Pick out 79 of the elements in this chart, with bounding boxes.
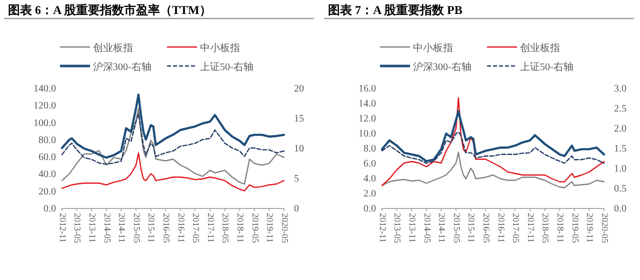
x-tick-label: 2017-11 bbox=[206, 213, 216, 243]
line-series bbox=[61, 113, 285, 165]
y-tick-label: 4.0 bbox=[364, 174, 376, 184]
x-tick-label: 2015-05 bbox=[132, 213, 142, 244]
x-tick-label: 2016-11 bbox=[176, 213, 186, 243]
x-tick-label: 2014-11 bbox=[117, 213, 128, 243]
x-tick-label: 2016-11 bbox=[496, 213, 506, 243]
y2-tick-label: 20 bbox=[294, 84, 304, 94]
x-tick-label: 2013-11 bbox=[408, 213, 418, 243]
y2-tick-label: 15 bbox=[294, 114, 304, 124]
x-tick-label: 2019-05 bbox=[250, 213, 260, 244]
y2-tick-label: 2.5 bbox=[614, 104, 626, 114]
line-series bbox=[60, 94, 286, 159]
x-tick-label: 2012-11 bbox=[378, 213, 388, 243]
x-tick-label: 2018-05 bbox=[540, 213, 551, 244]
legend-label: 中小板指 bbox=[200, 42, 240, 54]
x-tick-label: 2014-05 bbox=[102, 213, 112, 244]
y-tick-label: 8.0 bbox=[364, 144, 376, 154]
x-tick-label: 2017-11 bbox=[526, 213, 536, 243]
x-tick-label: 2017-05 bbox=[511, 213, 522, 244]
chart-title: 图表 6：A 股重要指数市盈率（TTM） bbox=[8, 3, 212, 17]
x-tick-label: 2019-11 bbox=[585, 213, 596, 243]
line-series bbox=[380, 110, 606, 162]
x-tick-label: 2014-05 bbox=[422, 213, 432, 244]
y2-tick-label: 1.0 bbox=[614, 164, 626, 174]
legend-label: 上证50-右轴 bbox=[520, 61, 574, 73]
x-tick-label: 2012-11 bbox=[58, 213, 68, 243]
y-tick-label: 14.0 bbox=[358, 98, 376, 110]
y2-tick-label: 10 bbox=[294, 144, 304, 154]
legend-label: 沪深300-右轴 bbox=[93, 61, 152, 73]
x-tick-label: 2013-11 bbox=[88, 213, 98, 243]
y-tick-label: 0.0 bbox=[364, 204, 376, 214]
y-tick-label: 140.0 bbox=[34, 84, 56, 94]
y2-tick-label: 2.0 bbox=[614, 124, 626, 134]
x-tick-label: 2020-05 bbox=[280, 213, 290, 244]
x-tick-label: 2020-05 bbox=[600, 213, 610, 244]
line-series bbox=[381, 152, 605, 188]
y-tick-label: 0.0 bbox=[44, 204, 56, 214]
x-tick-label: 2016-05 bbox=[162, 213, 172, 244]
x-tick-label: 2019-11 bbox=[265, 213, 276, 243]
x-tick-label: 2018-05 bbox=[220, 213, 231, 244]
y-tick-label: 2.0 bbox=[364, 188, 376, 200]
x-tick-label: 2015-05 bbox=[452, 213, 462, 244]
y2-tick-label: 1.5 bbox=[614, 144, 626, 154]
y2-tick-label: 0 bbox=[294, 204, 299, 214]
legend-label: 沪深300-右轴 bbox=[413, 61, 472, 73]
legend-label: 上证50-右轴 bbox=[200, 61, 254, 73]
y-tick-label: 12.0 bbox=[358, 114, 376, 124]
line-series bbox=[61, 108, 285, 185]
y2-tick-label: 0.5 bbox=[614, 184, 626, 194]
line-series bbox=[381, 97, 605, 186]
y-tick-label: 10.0 bbox=[358, 128, 376, 140]
x-tick-label: 2018-11 bbox=[556, 213, 566, 243]
y2-tick-label: 3.0 bbox=[614, 84, 626, 94]
y-tick-label: 60.0 bbox=[38, 152, 56, 164]
y2-tick-label: 0.0 bbox=[614, 204, 626, 214]
x-tick-label: 2015-11 bbox=[146, 213, 157, 243]
y-tick-label: 16.0 bbox=[358, 84, 376, 94]
legend-label: 中小板指 bbox=[413, 42, 453, 54]
x-tick-label: 2019-05 bbox=[570, 213, 580, 244]
y2-tick-label: 5 bbox=[294, 174, 299, 184]
y-tick-label: 20.0 bbox=[38, 186, 56, 198]
x-tick-label: 2015-11 bbox=[466, 213, 477, 243]
x-tick-label: 2014-11 bbox=[437, 213, 448, 243]
y-tick-label: 40.0 bbox=[38, 169, 56, 180]
legend-label: 创业板指 bbox=[520, 42, 560, 54]
y-tick-label: 100.0 bbox=[34, 118, 56, 129]
x-tick-label: 2013-05 bbox=[392, 213, 403, 244]
chart-title: 图表 7：A 股重要指数 PB bbox=[328, 3, 462, 17]
x-tick-label: 2018-11 bbox=[236, 213, 246, 243]
y-tick-label: 80.0 bbox=[38, 134, 56, 146]
x-tick-label: 2016-05 bbox=[482, 213, 492, 244]
y-tick-label: 6.0 bbox=[364, 158, 376, 170]
line-series bbox=[381, 131, 605, 164]
x-tick-label: 2013-05 bbox=[72, 213, 83, 244]
legend-label: 创业板指 bbox=[93, 42, 133, 54]
line-series bbox=[61, 152, 285, 192]
y-tick-label: 120.0 bbox=[34, 100, 56, 112]
x-tick-label: 2017-05 bbox=[191, 213, 202, 244]
